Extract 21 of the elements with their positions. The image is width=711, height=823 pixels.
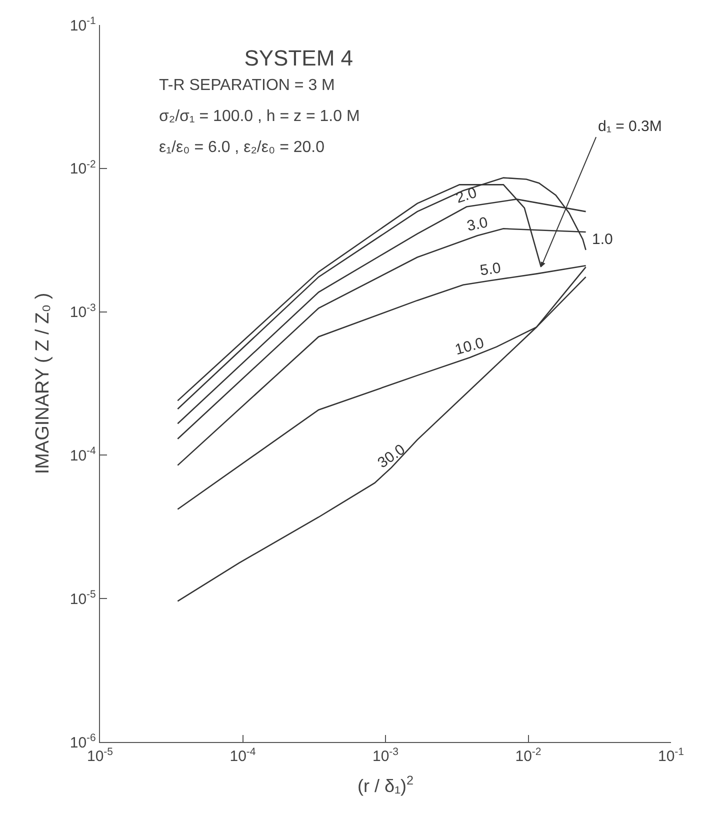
annotation: T-R SEPARATION = 3 M bbox=[159, 77, 335, 94]
series-label: 1.0 bbox=[592, 231, 613, 248]
text: SYSTEM 4 bbox=[244, 45, 354, 70]
y-tick-label: 10$^{-2}$ bbox=[70, 158, 96, 178]
y-tick-label: 10$^{-1}$ bbox=[70, 14, 96, 34]
text: 5.0 bbox=[478, 260, 502, 280]
text: d₁ = 0.3M bbox=[598, 118, 662, 135]
y-tick-label: 10$^{-3}$ bbox=[70, 302, 96, 322]
x-tick-label: 10$^{-3}$ bbox=[372, 746, 399, 766]
x-tick-label: 10$^{-4}$ bbox=[230, 746, 256, 766]
annotation: σ₂/σ₁ = 100.0 , h = z = 1.0 M bbox=[159, 108, 360, 125]
x-axis-title: (r / δ₁)$^{2}$ bbox=[357, 774, 414, 796]
x-tick-label: 10$^{-1}$ bbox=[658, 746, 684, 766]
y-axis-title: IMAGINARY ( Z / Z₀ ) bbox=[32, 292, 54, 474]
annotation: ε₁/ε₀ = 6.0 , ε₂/ε₀ = 20.0 bbox=[159, 139, 325, 156]
text: 10.0 bbox=[453, 334, 486, 359]
y-tick-label: 10$^{-4}$ bbox=[70, 445, 96, 464]
y-tick-label: 10$^{-5}$ bbox=[70, 588, 96, 608]
x-tick-label: 10$^{-2}$ bbox=[515, 746, 542, 766]
text: 30.0 bbox=[374, 441, 408, 472]
text: 3.0 bbox=[465, 214, 490, 235]
